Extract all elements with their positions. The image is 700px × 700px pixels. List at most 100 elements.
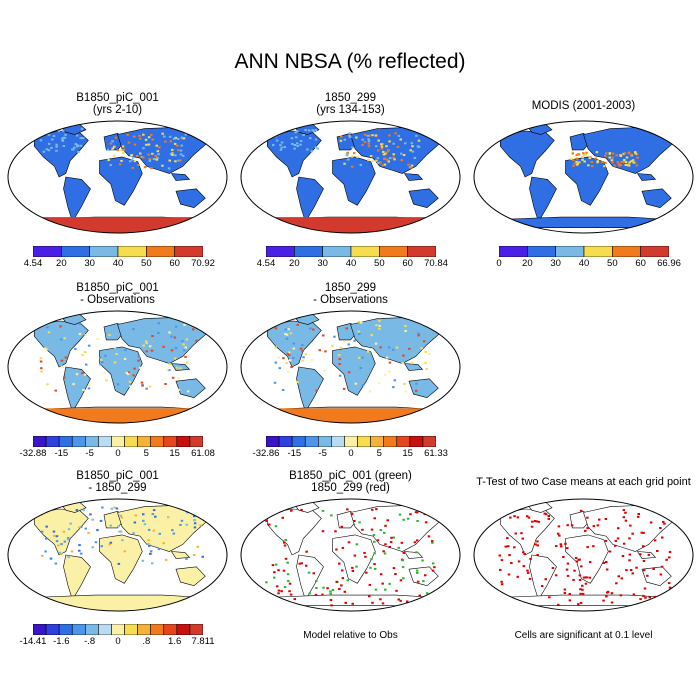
continent-7 [403, 363, 424, 371]
map-panel-b1850-p299: B1850_piC_001- 1850_299 -14.41 -1.6 -.8 0 .8 1… [5, 470, 230, 660]
panel-subtitle: (yrs 2-10) [92, 104, 143, 116]
colorbar-swatch [61, 245, 90, 258]
colorbar-swatch [117, 245, 147, 258]
colorbar-swatches [265, 245, 437, 258]
continent-4 [332, 534, 376, 584]
panel-subtitle: - 1850_299 [88, 482, 147, 494]
colorbar-swatch [98, 435, 112, 448]
colorbar-label: 30 [550, 258, 561, 269]
colorbar-swatch [322, 245, 352, 258]
colorbar-swatch [291, 435, 306, 448]
colorbar-label: 20 [56, 258, 67, 269]
continent-7 [170, 363, 191, 371]
colorbar-label: 60 [635, 258, 646, 269]
colorbar-swatch [265, 245, 295, 258]
colorbar-label: 7.811 [191, 636, 215, 647]
continent-7 [636, 551, 657, 559]
colorbar-swatch [498, 245, 528, 258]
panel-title: 1850_299 [324, 92, 377, 104]
colorbar: -32.88 -15 -5 0 5 15 61.08 [20, 434, 215, 459]
world-map [473, 120, 694, 234]
colorbar-label: -.8 [84, 636, 96, 647]
colorbar-label: 50 [374, 258, 385, 269]
colorbar-swatch [583, 245, 613, 258]
colorbar-label: 60 [402, 258, 413, 269]
colorbar-label: -32.86 [252, 448, 280, 459]
map-panel-b1850: B1850_piC_001 (yrs 2-10) 4.54 20 30 40 50 60 70.… [5, 92, 230, 282]
colorbar-label: 70.92 [191, 258, 215, 269]
continent-6 [175, 188, 206, 209]
map-panel-modis: MODIS (2001-2003) 0 20 30 40 50 60 66.96 [471, 92, 696, 282]
colorbar-swatch [304, 435, 319, 448]
continent-4 [99, 156, 143, 206]
panel-title: 1850_299 [324, 282, 377, 294]
colorbar-swatch [45, 623, 60, 636]
colorbar-swatch [58, 623, 73, 636]
map-outline [7, 498, 228, 612]
continent-6 [175, 566, 206, 587]
colorbar-label: 0 [348, 448, 354, 459]
panel-subtitle: 1850_299 (red) [311, 482, 390, 494]
colorbar-label: -15 [287, 448, 302, 459]
map-outline [240, 498, 461, 612]
world-map [240, 310, 461, 424]
colorbar-label: 20 [289, 258, 300, 269]
colorbar-swatch [89, 245, 119, 258]
colorbar-swatch [85, 435, 99, 448]
colorbar-swatch [383, 435, 398, 448]
colorbar-swatch [111, 435, 125, 448]
panel-subtitle: - Observations [80, 294, 155, 306]
panel-title: B1850_piC_001 [76, 92, 159, 104]
colorbar-label: -15 [54, 448, 69, 459]
colorbar-swatches [32, 245, 204, 258]
colorbar-label: 5 [376, 448, 382, 459]
colorbar-swatch [640, 245, 670, 258]
continent-7 [170, 551, 191, 559]
colorbar-swatch [71, 435, 86, 448]
colorbar-swatch [318, 435, 332, 448]
colorbar-label: .8 [142, 636, 151, 647]
colorbar-label: 50 [607, 258, 618, 269]
colorbar: -32.86 -15 -5 0 5 15 61.33 [253, 434, 448, 459]
continent-6 [641, 188, 672, 209]
continent-6 [408, 566, 439, 587]
colorbar-swatches [32, 623, 204, 636]
colorbar-swatch [350, 245, 380, 258]
world-map [7, 498, 228, 612]
continent-2 [296, 176, 324, 223]
continent-6 [408, 378, 439, 399]
map-outline [7, 120, 228, 234]
continent-4 [99, 346, 143, 396]
colorbar-swatch [124, 435, 138, 448]
colorbar-swatch [344, 435, 358, 448]
colorbar-label: 4.54 [256, 258, 276, 269]
continent-2 [529, 554, 557, 601]
colorbar-swatch [124, 623, 138, 636]
map-outline [240, 120, 461, 234]
colorbar-swatch [396, 435, 411, 448]
colorbar-swatch [176, 435, 191, 448]
colorbar-label: 0 [496, 258, 502, 269]
colorbar-swatch [174, 245, 204, 258]
colorbar-label: 70.84 [424, 258, 448, 269]
colorbar-swatch [98, 623, 112, 636]
continent-2 [529, 176, 557, 223]
panel-title: T-Test of two Case means at each grid po… [476, 476, 691, 488]
colorbar-swatch [265, 435, 280, 448]
colorbar-label: -1.6 [53, 636, 70, 647]
continent-6 [408, 188, 439, 209]
colorbar-label: 61.08 [191, 448, 215, 459]
continent-7 [403, 551, 424, 559]
continent-4 [565, 156, 609, 206]
world-map [473, 498, 694, 612]
map-panel-b1850-obs: B1850_piC_001- Observations -32.88 -15 -5 0 5… [5, 282, 230, 472]
continent-2 [63, 554, 91, 601]
map-panel-p299-obs: 1850_299- Observations -32.86 -15 -5 0 5 15 61.… [238, 282, 463, 472]
colorbar-swatch [612, 245, 641, 258]
colorbar-label: 40 [578, 258, 590, 269]
continent-4 [332, 346, 376, 396]
continent-4 [99, 534, 143, 584]
panel-title: B1850_piC_001 [76, 282, 159, 294]
colorbar-swatch [370, 435, 384, 448]
colorbar-label: -5 [85, 448, 94, 459]
